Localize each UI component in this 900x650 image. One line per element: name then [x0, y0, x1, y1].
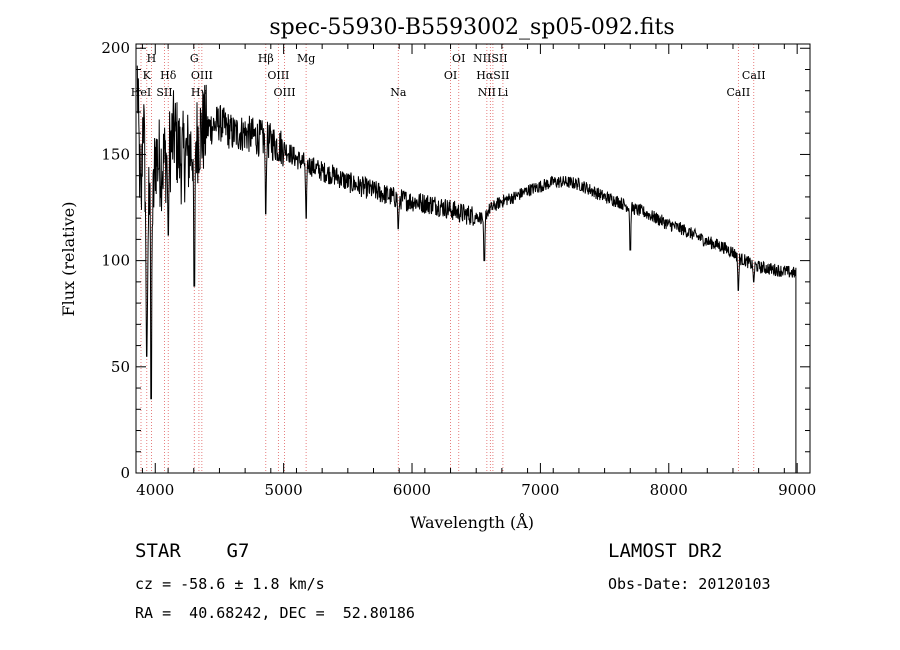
- marker-label: G: [190, 52, 199, 65]
- spectrum-line: [136, 65, 797, 473]
- marker-label: OIII: [191, 69, 213, 82]
- x-tick-label: 8000: [650, 481, 688, 499]
- x-axis-label: Wavelength (Å): [410, 512, 534, 532]
- obs-date: Obs-Date: 20120103: [608, 575, 771, 593]
- marker-label: SII: [156, 86, 172, 99]
- x-tick-label: 5000: [265, 481, 303, 499]
- x-tick-label: 6000: [393, 481, 431, 499]
- y-axis-label: Flux (relative): [59, 202, 78, 317]
- marker-label: Hβ: [258, 52, 274, 65]
- marker-label: Li: [497, 86, 508, 99]
- redshift-text: cz = -58.6 ± 1.8 km/s: [135, 575, 325, 593]
- marker-label: NIISII: [473, 52, 508, 65]
- marker-label: OIII: [274, 86, 296, 99]
- marker-label: H: [147, 52, 157, 65]
- coordinates: RA = 40.68242, DEC = 52.80186: [135, 604, 415, 622]
- marker-label: HeI: [131, 86, 151, 99]
- plot-frame: [135, 43, 811, 474]
- y-axis: 0 50 100 150 200: [101, 39, 810, 482]
- x-tick-label: 9000: [778, 481, 816, 499]
- x-tick-label: 4000: [136, 481, 174, 499]
- marker-lines: [140, 44, 755, 473]
- marker-label: HαSII: [476, 69, 509, 82]
- marker-label: NII: [478, 86, 496, 99]
- y-tick-label: 100: [101, 252, 130, 270]
- marker-label: CaII: [727, 86, 751, 99]
- chart-title: spec-55930-B5593002_sp05-092.fits: [269, 15, 674, 40]
- y-tick-label: 0: [120, 464, 130, 482]
- marker-label: CaII: [742, 69, 766, 82]
- marker-label: OIII: [267, 69, 289, 82]
- survey-label: LAMOST DR2: [608, 540, 723, 562]
- object-class: STAR G7: [135, 540, 250, 562]
- y-tick-label: 150: [101, 145, 130, 163]
- marker-label: K: [143, 69, 152, 82]
- marker-label: OI: [444, 69, 457, 82]
- y-tick-label: 200: [101, 39, 130, 57]
- y-tick-label: 50: [111, 358, 130, 376]
- marker-label: Mg: [297, 52, 315, 65]
- marker-label: Na: [390, 86, 407, 99]
- marker-label: Hδ: [160, 69, 177, 82]
- x-tick-label: 7000: [521, 481, 559, 499]
- marker-label: OI: [452, 52, 465, 65]
- x-axis: 4000 5000 6000 7000 8000 9000: [136, 44, 816, 499]
